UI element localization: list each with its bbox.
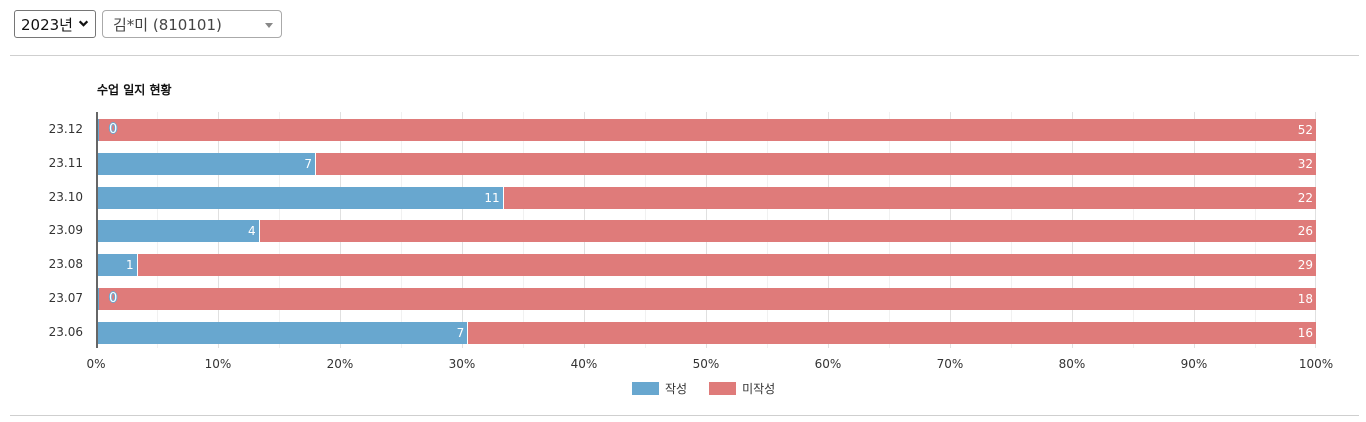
y-axis-label: 23.08: [48, 257, 83, 272]
year-select-value: 2023년: [21, 15, 73, 34]
chart-title: 수업 일지 현황: [97, 83, 172, 97]
x-axis-tick-label: 70%: [936, 357, 964, 371]
teacher-select[interactable]: 김*미 (810101): [102, 10, 282, 38]
legend-swatch-unwritten: [709, 382, 737, 395]
y-axis-label: 23.12: [48, 122, 83, 136]
divider-bottom: [10, 415, 1359, 416]
legend-label-written: 작성: [665, 382, 688, 396]
caret-down-icon: [265, 23, 273, 28]
bar-segment-written[interactable]: 7: [96, 152, 315, 175]
legend-label-unwritten: 미작성: [742, 382, 776, 396]
x-axis-tick-label: 20%: [326, 357, 354, 371]
bar-row-23.06: 7 16: [96, 321, 1316, 344]
x-axis-tick-label: 80%: [1058, 357, 1086, 371]
y-axis-line: [96, 112, 98, 348]
x-axis-tick-label: 30%: [448, 357, 476, 371]
y-axis-label: 23.11: [48, 155, 83, 170]
bar-row-23.07: 18 0: [96, 288, 1316, 310]
bar-segment-written[interactable]: 1: [96, 254, 137, 277]
bar-segment-unwritten[interactable]: 29: [136, 254, 1316, 277]
x-axis-tick-label: 50%: [692, 357, 720, 371]
chevron-down-icon: [78, 20, 89, 27]
bar-segment-unwritten[interactable]: 22: [502, 186, 1316, 209]
x-axis-tick-label: 40%: [570, 357, 598, 371]
bar-segment-written[interactable]: 7: [96, 321, 468, 344]
bar-row-23.08: 1 29: [96, 254, 1316, 277]
chart-plot-area: 52 0 7 32 11 22 4 26 1 29 18 0 7 16: [96, 112, 1316, 348]
bar-segment-unwritten[interactable]: 16: [467, 321, 1316, 344]
x-axis-tick-label: 90%: [1180, 357, 1208, 371]
x-axis-tick-label: 10%: [204, 357, 232, 371]
y-axis-label: 23.10: [48, 189, 83, 204]
x-axis-tick-label: 60%: [814, 357, 842, 371]
bar-segment-unwritten[interactable]: 52: [99, 119, 1316, 141]
y-axis-label: 23.06: [48, 324, 83, 339]
y-axis-label: 23.07: [48, 291, 83, 305]
legend-item-unwritten[interactable]: 미작성: [709, 380, 775, 397]
chart-legend: 작성 미작성: [632, 380, 797, 397]
x-axis-tick-label: 100%: [1298, 357, 1334, 371]
bar-row-23.12: 52 0: [96, 119, 1316, 141]
x-axis-tick-label: 0%: [86, 357, 106, 371]
divider-top: [10, 55, 1359, 56]
bar-segment-unwritten[interactable]: 32: [314, 152, 1316, 175]
teacher-select-value: 김*미 (810101): [113, 15, 222, 34]
bar-row-23.09: 4 26: [96, 220, 1316, 243]
bar-segment-unwritten[interactable]: 18: [99, 288, 1316, 310]
bar-value-label-zero: 0: [109, 291, 118, 306]
bar-segment-unwritten[interactable]: 26: [258, 220, 1316, 243]
bar-row-23.10: 11 22: [96, 186, 1316, 209]
legend-item-written[interactable]: 작성: [632, 380, 687, 397]
legend-swatch-written: [632, 382, 659, 395]
y-axis-label: 23.09: [48, 223, 83, 238]
bar-segment-written[interactable]: 11: [96, 186, 503, 209]
bar-segment-written[interactable]: 4: [96, 220, 259, 243]
filter-toolbar: 2023년 김*미 (810101): [14, 10, 282, 38]
year-select[interactable]: 2023년: [14, 10, 96, 38]
bar-value-label-zero: 0: [109, 122, 118, 137]
bar-row-23.11: 7 32: [96, 152, 1316, 175]
